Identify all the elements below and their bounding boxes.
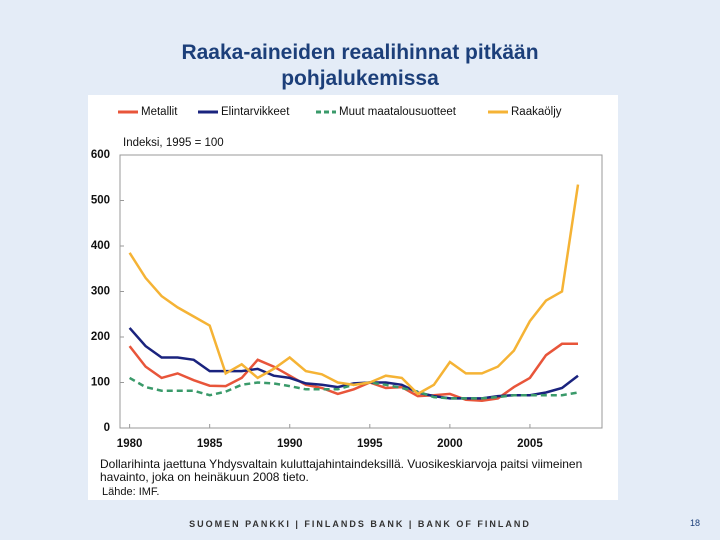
x-tick-label: 1980 bbox=[117, 438, 143, 450]
y-tick-label: 400 bbox=[91, 240, 110, 252]
y-tick-label: 500 bbox=[91, 195, 110, 207]
page-number: 18 bbox=[690, 518, 701, 528]
chart-panel bbox=[88, 95, 618, 500]
x-tick-label: 1995 bbox=[357, 438, 383, 450]
y-tick-label: 200 bbox=[91, 331, 110, 343]
legend-label: Raakaöljy bbox=[511, 106, 562, 118]
note: Dollarihinta jaettuna Yhdysvaltain kulut… bbox=[100, 457, 583, 484]
chart-title: Raaka-aineiden reaalihinnat pitkään pohj… bbox=[181, 41, 539, 90]
y-tick-label: 0 bbox=[104, 422, 110, 434]
legend-label: Muut maatalousuotteet bbox=[339, 106, 457, 118]
x-tick-label: 1990 bbox=[277, 438, 303, 450]
y-tick-label: 100 bbox=[91, 377, 110, 389]
legend-label: Elintarvikkeet bbox=[221, 106, 290, 118]
x-tick-label: 2005 bbox=[517, 438, 543, 450]
y-axis-label: Indeksi, 1995 = 100 bbox=[123, 137, 224, 149]
source: Lähde: IMF. bbox=[102, 486, 160, 498]
footer-bank: SUOMEN PANKKI | FINLANDS BANK | BANK OF … bbox=[189, 519, 531, 529]
y-tick-label: 600 bbox=[91, 149, 110, 161]
legend-label: Metallit bbox=[141, 106, 178, 118]
x-tick-label: 2000 bbox=[437, 438, 463, 450]
x-tick-label: 1985 bbox=[197, 438, 223, 450]
series-line bbox=[128, 184, 580, 396]
y-tick-label: 300 bbox=[91, 286, 110, 298]
